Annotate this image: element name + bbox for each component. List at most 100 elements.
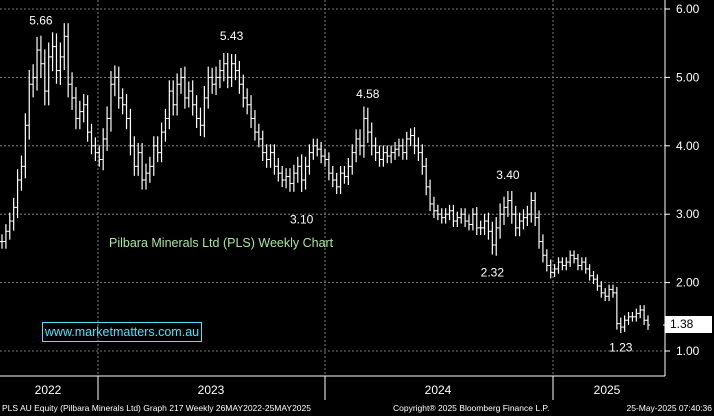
ohlc-bar (175, 73, 180, 116)
ohlc-bar (350, 144, 355, 175)
ohlc-bar (35, 36, 40, 91)
ohlc-bar (159, 122, 164, 163)
ohlc-bar (404, 131, 409, 160)
footer-bar: PLS AU Equity (Pilbara Minerals Ltd) Gra… (0, 402, 714, 416)
ohlc-bar (93, 137, 98, 162)
peak-trough-label: 3.40 (496, 168, 520, 182)
ohlc-bar (23, 113, 28, 179)
annotations: 5.66 5.43 3.10 4.58 2.32 3.40 1.23 (29, 13, 667, 354)
ohlc-bar (272, 144, 277, 175)
ohlc-bar (529, 192, 534, 223)
ohlc-bar (70, 72, 75, 110)
ohlc-bar (198, 107, 203, 137)
ohlc-bar (54, 33, 59, 84)
ohlc-bar (38, 35, 43, 79)
ohlc-bar (509, 190, 514, 224)
peak-trough-label: 1.23 (609, 340, 633, 354)
ohlc-bar (194, 95, 199, 129)
ohlc-bar (167, 80, 172, 130)
ohlc-bar (486, 212, 491, 240)
ohlc-bar (618, 317, 623, 334)
ohlc-bar (307, 144, 312, 175)
ohlc-bar (245, 88, 250, 115)
ohlc-bar (642, 305, 647, 326)
price-bars (0, 23, 650, 334)
ohlc-bar (252, 110, 257, 141)
ohlc-bar (482, 213, 487, 236)
grid-lines (0, 0, 665, 376)
ohlc-bar (303, 156, 308, 190)
ohlc-bar (525, 205, 530, 226)
ohlc-bar (241, 74, 246, 108)
ohlc-bar (599, 281, 604, 298)
ohlc-bar (268, 144, 273, 168)
ohlc-bar (206, 66, 211, 109)
ohlc-bar (249, 95, 254, 129)
ohlc-bar (186, 81, 191, 108)
ohlc-bar (225, 52, 230, 89)
ohlc-bar (400, 138, 405, 160)
ohlc-bar (89, 123, 94, 155)
ohlc-bar (77, 100, 82, 130)
y-tick-label: 5.00 (676, 70, 700, 84)
ohlc-bar (7, 212, 12, 240)
ohlc-bar (393, 142, 398, 160)
peak-trough-label: 3.10 (290, 212, 314, 226)
x-tick-label: 2025 (594, 383, 621, 397)
ohlc-bar (556, 257, 561, 274)
ohlc-bar (260, 130, 265, 162)
ohlc-bar (210, 67, 215, 94)
ohlc-bar (583, 257, 588, 274)
ohlc-bar (97, 145, 102, 167)
ohlc-bar (112, 65, 117, 97)
ohlc-bar (233, 54, 238, 81)
y-tick-label: 6.00 (676, 2, 700, 16)
y-tick-label: 3.00 (676, 207, 700, 221)
ohlc-bar (412, 127, 417, 155)
ohlc-bar (319, 142, 324, 164)
ohlc-bar (147, 156, 152, 183)
ohlc-bar (435, 204, 440, 221)
ohlc-bar (537, 210, 542, 249)
ohlc-bar (136, 143, 141, 176)
ohlc-bar (140, 143, 145, 190)
ohlc-bar (517, 212, 522, 237)
ohlc-bar (373, 137, 378, 162)
ohlc-bar (466, 215, 471, 231)
ohlc-bar (19, 155, 24, 191)
ohlc-bar (3, 224, 8, 249)
ohlc-bar (155, 136, 160, 163)
ohlc-bar (377, 145, 382, 167)
ohlc-bar (385, 145, 390, 164)
last-price-badge: 1.38 (665, 316, 712, 333)
ohlc-bar (0, 234, 4, 249)
website-link-box[interactable]: www.marketmatters.com.au (42, 322, 202, 342)
axes (0, 0, 666, 377)
ohlc-bar (334, 172, 339, 195)
ohlc-bar (354, 129, 359, 163)
ohlc-bar (295, 156, 300, 183)
x-tick-label: 2022 (35, 383, 62, 397)
y-tick-label: 2.00 (676, 276, 700, 290)
ohlc-bar (439, 208, 444, 224)
ohlc-bar (116, 66, 121, 109)
ohlc-bar (101, 128, 106, 171)
ohlc-bar (311, 138, 316, 160)
ohlc-bar (459, 208, 464, 224)
ohlc-bar (365, 107, 370, 143)
ohlc-bar (15, 169, 20, 219)
ohlc-bar (214, 66, 219, 96)
peak-trough-label: 5.66 (29, 13, 53, 27)
ohlc-bar (284, 168, 289, 189)
ohlc-bar (132, 136, 137, 176)
ohlc-bar (552, 264, 557, 278)
ohlc-bar (346, 157, 351, 185)
ohlc-bar (163, 108, 168, 142)
ohlc-bar (229, 54, 234, 87)
footer-security-info: PLS AU Equity (Pilbara Minerals Ltd) Gra… (2, 403, 311, 413)
ohlc-bar (66, 23, 71, 98)
ohlc-bar (443, 208, 448, 224)
ohlc-bar (323, 148, 327, 167)
ohlc-bar (361, 106, 366, 158)
ohlc-bar (634, 308, 639, 322)
